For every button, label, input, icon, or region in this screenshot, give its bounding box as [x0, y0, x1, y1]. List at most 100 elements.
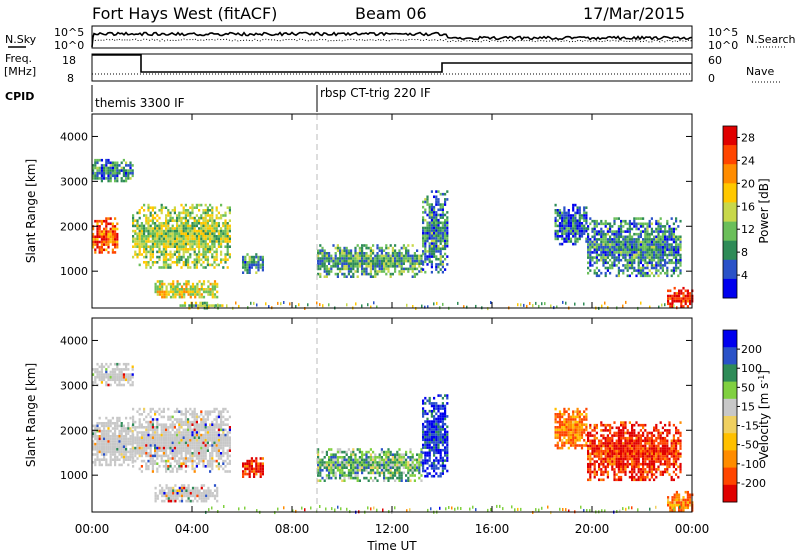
- echo-cell: [637, 266, 640, 270]
- echo-cell: [138, 444, 141, 447]
- echo-cell: [107, 245, 110, 249]
- echo-cell: [125, 161, 128, 165]
- echo-cell: [609, 227, 612, 231]
- echo-cell: [145, 415, 148, 419]
- echo-cell: [198, 489, 201, 492]
- echo-cell: [100, 375, 103, 379]
- echo-cell: [165, 263, 168, 267]
- echo-cell: [635, 253, 638, 257]
- echo-cell: [138, 250, 141, 254]
- colorbar-tick-label: 16: [741, 200, 755, 213]
- echo-cell: [140, 222, 143, 225]
- echo-cell: [659, 222, 662, 226]
- echo-cell: [120, 445, 123, 448]
- echo-cell: [422, 467, 425, 470]
- echo-cell: [182, 428, 185, 432]
- echo-cell: [345, 450, 348, 454]
- echo-cell: [409, 267, 412, 271]
- echo-cell: [672, 266, 675, 270]
- echo-cell: [145, 261, 148, 264]
- echo-cell: [94, 235, 97, 239]
- echo-cell: [587, 253, 590, 257]
- echo-cell: [204, 229, 207, 233]
- echo-cell: [372, 461, 375, 464]
- echo-cell: [433, 417, 436, 421]
- echo-cell: [158, 465, 161, 468]
- echo-cell: [217, 263, 220, 267]
- echo-cell: [567, 209, 570, 212]
- echo-cell: [250, 470, 253, 473]
- echo-cell: [387, 471, 390, 475]
- echo-cell: [226, 410, 229, 413]
- echo-cell: [433, 208, 436, 212]
- echo-cell: [424, 469, 427, 473]
- echo-cell: [602, 238, 605, 241]
- echo-cell: [109, 429, 112, 433]
- echo-cell: [222, 420, 225, 424]
- echo-cell: [169, 449, 172, 452]
- echo-cell: [420, 254, 423, 258]
- echo-cell: [151, 227, 154, 230]
- echo-cell: [205, 304, 209, 307]
- echo-cell: [394, 259, 397, 263]
- echo-cell: [109, 171, 112, 175]
- echo-cell: [125, 179, 128, 183]
- echo-cell: [200, 242, 203, 246]
- echo-cell: [446, 216, 449, 219]
- echo-cell: [131, 453, 134, 456]
- echo-cell: [109, 461, 112, 464]
- echo-cell: [147, 219, 150, 222]
- echo-cell: [583, 219, 586, 222]
- echo-cell: [556, 211, 559, 215]
- echo-cell: [620, 253, 623, 257]
- echo-cell: [391, 466, 394, 469]
- echo-cell: [428, 221, 431, 225]
- echo-cell: [169, 423, 172, 426]
- echo-cell: [182, 222, 185, 225]
- echo-cell: [160, 203, 163, 207]
- echo-cell: [646, 248, 649, 252]
- echo-cell: [220, 452, 223, 455]
- echo-cell: [202, 248, 205, 251]
- echo-cell: [147, 431, 150, 434]
- echo-cell: [677, 235, 680, 239]
- echo-cell: [345, 453, 348, 456]
- echo-cell: [350, 262, 353, 265]
- echo-cell: [430, 461, 433, 465]
- echo-cell: [424, 250, 427, 253]
- echo-cell: [602, 264, 605, 267]
- echo-cell: [200, 214, 203, 217]
- echo-cell: [202, 209, 205, 212]
- echo-cell: [120, 177, 123, 180]
- echo-cell: [350, 463, 353, 467]
- echo-cell: [613, 256, 616, 259]
- echo-cell: [228, 462, 231, 465]
- echo-cell: [444, 226, 447, 230]
- echo-cell: [171, 454, 174, 458]
- echo-cell: [387, 458, 390, 462]
- echo-cell: [626, 266, 629, 270]
- echo-cell: [345, 275, 348, 278]
- echo-cell: [435, 213, 438, 217]
- echo-cell: [661, 243, 664, 246]
- echo-cell: [107, 166, 110, 170]
- echo-cell: [136, 240, 139, 243]
- echo-cell: [161, 288, 164, 291]
- echo-cell: [356, 479, 359, 482]
- echo-cell: [374, 275, 377, 278]
- echo-speck: [256, 303, 258, 307]
- echo-cell: [206, 428, 209, 432]
- echo-cell: [343, 476, 346, 480]
- echo-cell: [587, 225, 590, 228]
- echo-cell: [228, 235, 231, 238]
- echo-cell: [154, 436, 157, 439]
- echo-cell: [435, 242, 438, 245]
- echo-cell: [664, 240, 667, 244]
- echo-cell: [558, 209, 562, 212]
- echo-cell: [437, 203, 440, 206]
- echo-cell: [585, 222, 588, 225]
- echo-cell: [441, 255, 444, 258]
- echo-cell: [226, 457, 229, 460]
- echo-cell: [389, 259, 392, 263]
- echo-cell: [678, 289, 681, 293]
